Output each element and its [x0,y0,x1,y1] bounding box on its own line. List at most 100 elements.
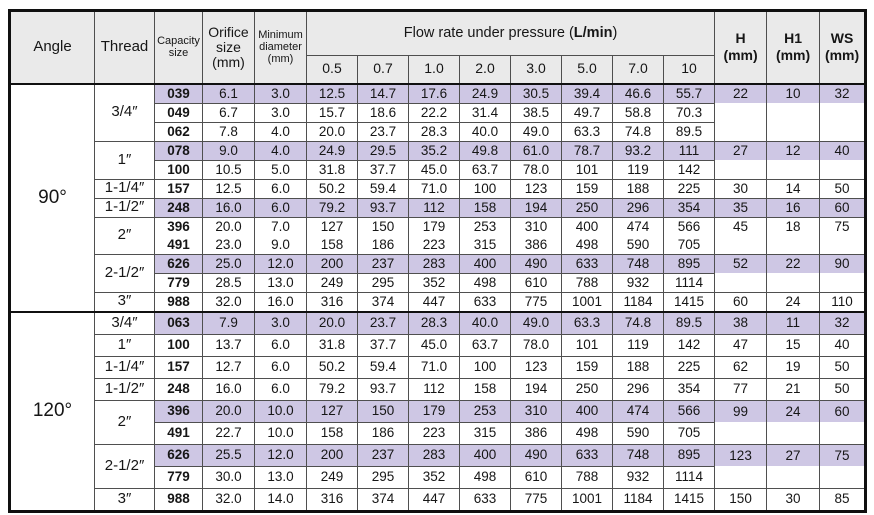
flow-cell-5.0: 78.7 [561,140,613,160]
flow-cell-1.0: 352 [408,272,460,292]
h-cell [714,466,767,488]
min-diameter-cell: 12.0 [254,443,307,466]
min-diameter-cell: 6.0 [254,178,307,198]
h-cell [714,273,767,292]
ws-cell: 60 [819,399,866,422]
flow-cell-3.0: 775 [510,291,562,312]
flow-title-suffix: ) [612,25,618,42]
flow-cell-5.0: 633 [561,443,613,466]
thread-cell: 3″ [94,487,155,511]
table-row: 491 22.7 10.0 158 186 223 315 386 498 590 705 [10,421,866,444]
min-diameter-cell: 13.0 [254,272,307,292]
header-h1: H1 (mm) [766,10,820,84]
ws-cell [819,103,866,122]
flow-cell-1.0: 112 [408,377,460,400]
flow-cell-0.5: 127 [306,399,358,422]
h-cell: 27 [714,140,767,160]
orifice-cell: 30.0 [202,465,255,488]
ws-cell: 75 [819,216,866,236]
flow-cell-1.0: 223 [408,235,460,254]
flow-cell-3.0: 78.0 [510,159,562,179]
flow-cell-7.0: 58.8 [612,102,664,122]
flow-cell-0.7: 374 [357,291,409,312]
flow-cell-0.7: 186 [357,421,409,444]
ws-cell [819,122,866,141]
header-row-main: Angle Thread Capacity size Orifice size … [9,10,866,84]
table-row: 120° 3/4″ 063 7.9 3.0 20.0 23.7 28.3 40.0 49.0 63.… [9,310,866,511]
flow-cell-0.5: 316 [306,291,358,312]
min-diameter-cell: 14.0 [254,487,307,511]
flow-cell-2.0: 315 [459,421,511,444]
flow-cell-0.5: 158 [306,421,358,444]
flow-cell-0.7: 93.7 [357,377,409,400]
flow-cell-1.0: 179 [408,216,460,236]
min-diameter-cell: 10.0 [254,421,307,444]
flow-cell-1.0: 352 [408,465,460,488]
flow-cell-7.0: 296 [612,377,664,400]
h-cell: 22 [714,82,767,103]
flow-cell-10: 1114 [662,465,715,488]
flow-cell-0.7: 29.5 [357,140,409,160]
thread-cell: 2-1/2″ [94,253,155,292]
flow-cell-2.0: 100 [459,355,511,378]
table-row: 1-1/4″ 157 12.7 6.0 50.2 59.4 71.0 100 123 159 188… [10,355,866,378]
h1-cell: 10 [766,82,820,103]
flow-cell-10: 225 [662,178,715,198]
h1-cell [766,235,820,254]
header-pressure-1.0: 1.0 [408,55,460,84]
capacity-cell: 396 [154,399,203,422]
flow-cell-5.0: 788 [561,465,613,488]
flow-cell-0.5: 249 [306,272,358,292]
flow-cell-7.0: 474 [612,216,664,236]
flow-cell-0.5: 158 [306,235,358,254]
min-diameter-cell: 13.0 [254,465,307,488]
h1-cell: 18 [766,216,820,236]
flow-title-unit: L/min [573,25,613,42]
orifice-cell: 20.0 [202,216,255,236]
min-diameter-cell: 6.0 [254,197,307,217]
flow-cell-2.0: 158 [459,377,511,400]
h-cell: 62 [714,355,767,378]
flow-cell-1.0: 223 [408,421,460,444]
h-cell [714,422,767,444]
flow-cell-0.5: 200 [306,443,358,466]
flow-cell-2.0: 24.9 [459,82,511,103]
flow-cell-3.0: 194 [510,377,562,400]
capacity-cell: 779 [154,272,203,292]
flow-cell-0.7: 150 [357,399,409,422]
flow-cell-10: 70.3 [662,102,715,122]
table-row: 779 30.0 13.0 249 295 352 498 610 788 932 1114 [10,465,866,488]
h1-cell: 24 [766,291,820,312]
capacity-cell: 100 [154,333,203,356]
flow-cell-2.0: 633 [459,291,511,312]
flow-cell-2.0: 253 [459,399,511,422]
orifice-cell: 25.5 [202,443,255,466]
flow-cell-3.0: 49.0 [510,121,562,141]
table-row: 100 10.5 5.0 31.8 37.7 45.0 63.7 78.0 101 119 142 [10,159,866,179]
flow-cell-0.7: 295 [357,465,409,488]
flow-cell-3.0: 49.0 [510,310,562,334]
flow-cell-0.5: 200 [306,253,358,273]
flow-cell-0.5: 31.8 [306,159,358,179]
header-row-pressures: 0.5 0.7 1.0 2.0 3.0 5.0 7.0 10 [10,55,866,84]
capacity-cell: 078 [154,140,203,160]
orifice-cell: 22.7 [202,421,255,444]
flow-cell-2.0: 40.0 [459,121,511,141]
min-diameter-cell: 3.0 [254,82,307,103]
flow-cell-0.5: 79.2 [306,197,358,217]
flow-cell-5.0: 250 [561,377,613,400]
ws-cell: 85 [819,487,866,511]
header-pressure-2.0: 2.0 [459,55,511,84]
h1-cell [766,273,820,292]
flow-cell-1.0: 28.3 [408,121,460,141]
min-diameter-cell: 4.0 [254,140,307,160]
capacity-cell: 779 [154,465,203,488]
flow-cell-10: 354 [662,377,715,400]
table-row: 3″ 988 32.0 16.0 316 374 447 633 775 1001 1184 1415… [10,291,866,312]
flow-cell-1.0: 22.2 [408,102,460,122]
min-diameter-cell: 4.0 [254,121,307,141]
h1-cell [766,422,820,444]
flow-cell-7.0: 188 [612,178,664,198]
spec-table-body: 90° 3/4″ 039 6.1 3.0 12.5 14.7 17.6 24.9 30.5 39.4… [9,82,866,511]
thread-cell: 2-1/2″ [94,443,155,488]
